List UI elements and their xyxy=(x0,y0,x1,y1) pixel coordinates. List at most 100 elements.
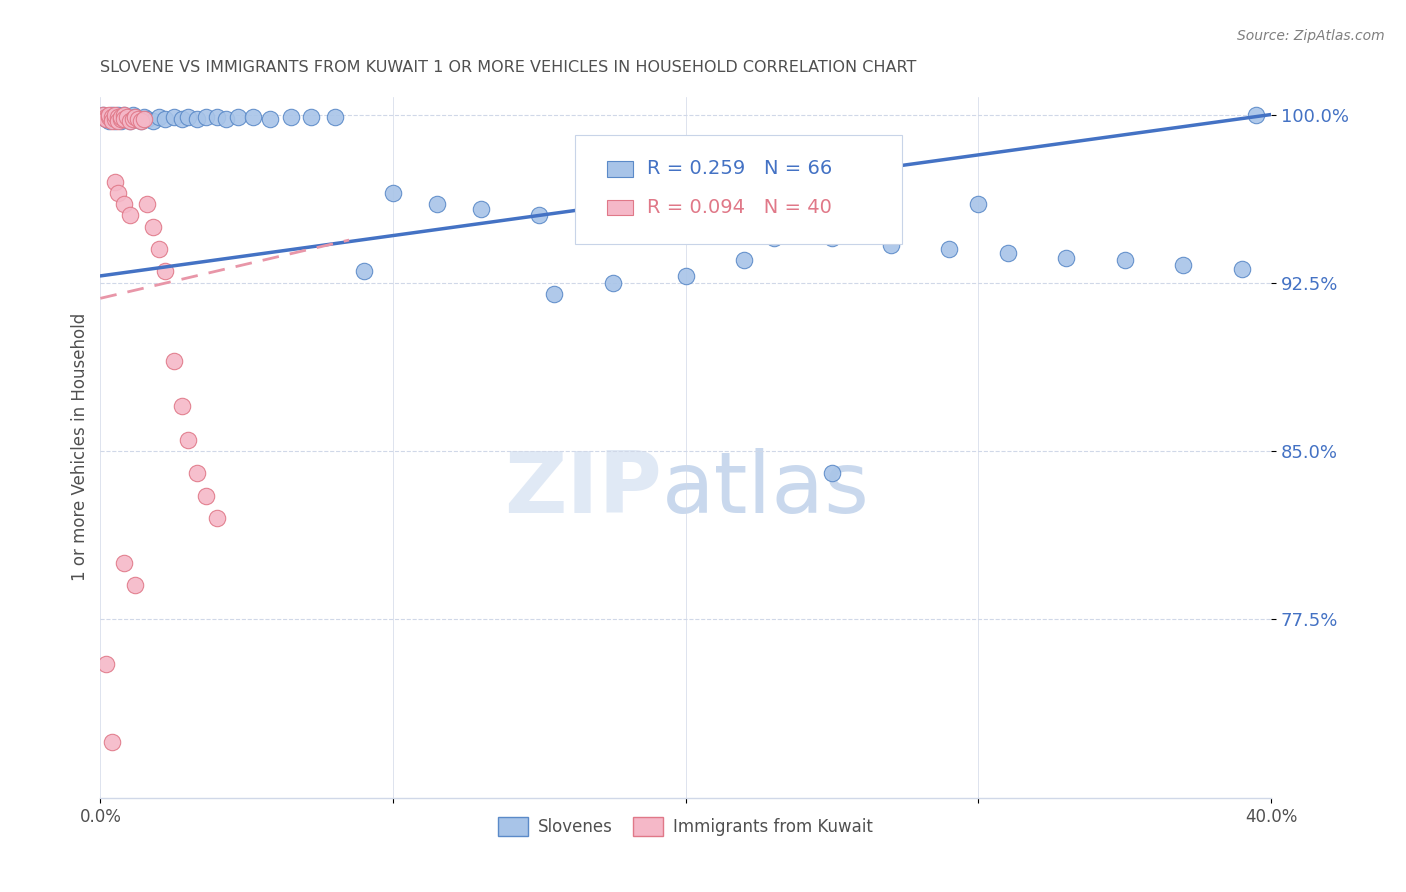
Text: Source: ZipAtlas.com: Source: ZipAtlas.com xyxy=(1237,29,1385,43)
Point xyxy=(207,110,229,124)
Text: R = 0.094   N = 40: R = 0.094 N = 40 xyxy=(647,198,832,217)
Point xyxy=(131,114,153,128)
Point xyxy=(112,197,135,211)
Point xyxy=(121,112,143,126)
Point xyxy=(118,114,141,128)
Point xyxy=(121,107,143,121)
Point xyxy=(104,114,127,128)
Point xyxy=(110,110,132,124)
Legend: Slovenes, Immigrants from Kuwait: Slovenes, Immigrants from Kuwait xyxy=(492,810,880,842)
Point xyxy=(529,208,551,222)
Point xyxy=(96,112,118,126)
Point xyxy=(821,466,844,480)
Point xyxy=(112,556,135,570)
Point xyxy=(148,242,170,256)
Point xyxy=(323,110,346,124)
Point xyxy=(104,112,127,126)
Point xyxy=(124,110,146,124)
Point xyxy=(162,110,184,124)
Point xyxy=(967,197,990,211)
Point xyxy=(177,110,200,124)
Point xyxy=(107,110,129,124)
Point xyxy=(586,215,609,229)
Point xyxy=(226,110,249,124)
Point xyxy=(96,112,118,126)
Point xyxy=(194,489,217,503)
Point xyxy=(821,231,844,245)
Point xyxy=(938,242,960,256)
Point xyxy=(675,268,697,283)
FancyBboxPatch shape xyxy=(575,136,903,244)
Point xyxy=(602,276,624,290)
Point xyxy=(110,112,132,126)
Text: SLOVENE VS IMMIGRANTS FROM KUWAIT 1 OR MORE VEHICLES IN HOUSEHOLD CORRELATION CH: SLOVENE VS IMMIGRANTS FROM KUWAIT 1 OR M… xyxy=(100,60,917,75)
FancyBboxPatch shape xyxy=(607,200,633,215)
Point xyxy=(112,107,135,121)
Point xyxy=(101,112,124,126)
Point xyxy=(194,110,217,124)
Point xyxy=(162,354,184,368)
Point xyxy=(280,110,302,124)
Point xyxy=(115,110,138,124)
Point xyxy=(172,399,194,413)
Point xyxy=(426,197,449,211)
Point xyxy=(115,110,138,124)
Point xyxy=(177,433,200,447)
Point xyxy=(127,112,149,126)
Point xyxy=(96,110,118,124)
Point xyxy=(104,107,127,121)
Point xyxy=(1246,107,1268,121)
Point xyxy=(148,110,170,124)
Point xyxy=(121,112,143,126)
Point xyxy=(186,112,208,126)
Point xyxy=(98,110,121,124)
Point xyxy=(98,110,121,124)
Text: R = 0.259   N = 66: R = 0.259 N = 66 xyxy=(647,160,832,178)
Point xyxy=(115,112,138,126)
Point xyxy=(136,112,159,126)
Point xyxy=(96,110,118,124)
Point xyxy=(118,114,141,128)
Point xyxy=(101,735,124,749)
Point xyxy=(118,110,141,124)
Point xyxy=(107,186,129,200)
Point xyxy=(118,208,141,222)
Point xyxy=(242,110,264,124)
Point xyxy=(879,237,901,252)
Point xyxy=(107,107,129,121)
Point xyxy=(124,578,146,592)
Point xyxy=(101,114,124,128)
Point xyxy=(134,110,156,124)
Point xyxy=(299,110,322,124)
Point xyxy=(112,112,135,126)
Point xyxy=(98,114,121,128)
Point xyxy=(1173,258,1195,272)
Point xyxy=(215,112,238,126)
Point xyxy=(127,112,149,126)
Point xyxy=(733,253,755,268)
FancyBboxPatch shape xyxy=(607,161,633,177)
Point xyxy=(186,466,208,480)
Point xyxy=(353,264,375,278)
Point xyxy=(101,107,124,121)
Point xyxy=(91,107,114,121)
Point xyxy=(704,224,727,238)
Point xyxy=(107,112,129,126)
Point xyxy=(136,197,159,211)
Point xyxy=(104,175,127,189)
Point xyxy=(153,264,176,278)
Point xyxy=(107,114,129,128)
Text: ZIP: ZIP xyxy=(505,448,662,531)
Point xyxy=(645,219,668,234)
Point xyxy=(762,231,785,245)
Point xyxy=(1114,253,1136,268)
Point xyxy=(259,112,281,126)
Point xyxy=(101,110,124,124)
Point xyxy=(98,107,121,121)
Point xyxy=(172,112,194,126)
Point xyxy=(1230,262,1253,277)
Y-axis label: 1 or more Vehicles in Household: 1 or more Vehicles in Household xyxy=(72,313,89,582)
Point xyxy=(153,112,176,126)
Point xyxy=(124,110,146,124)
Point xyxy=(110,114,132,128)
